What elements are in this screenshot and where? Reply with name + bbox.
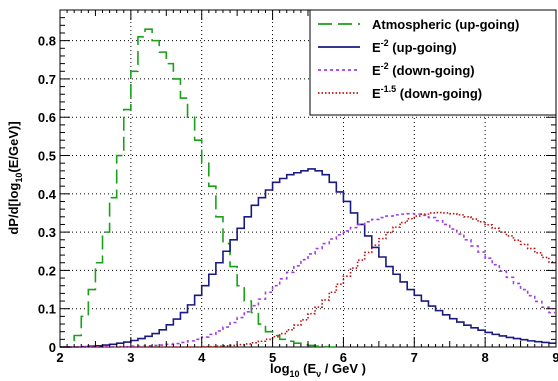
series-line-1 [60,168,556,348]
y-tick-label-7: 0.7 [38,72,56,87]
x-tick-label-7: 9 [552,350,558,365]
x-tick-label-2: 4 [198,350,206,365]
x-tick-label-0: 2 [56,350,63,365]
x-tick-label-5: 7 [411,350,418,365]
legend-label-1: E-2 (up-going) [372,38,457,55]
legend-label-0: Atmospheric (up-going) [372,17,519,32]
x-axis-title-sub: 10 [290,369,300,379]
series-layer [60,28,556,348]
y-tick-label-2: 0.2 [38,263,56,278]
y-tick-label-4: 0.4 [38,187,57,202]
y-axis-title-tail: (E/GeV)] [6,121,21,172]
x-axis-title: log10 (Eν / GeV ) [270,361,366,379]
y-tick-label-0: 0 [49,340,56,355]
series-line-2 [60,212,556,348]
legend-label-2: E-2 (down-going) [372,61,475,78]
y-tick-label-8: 0.8 [38,34,56,49]
x-axis-title-sub2: ν [316,369,321,379]
legend-box [309,9,557,116]
series-line-3 [60,211,556,348]
x-axis-title-main: log [270,361,290,376]
y-axis-title-sub: 10 [14,173,24,183]
x-tick-label-1: 3 [127,350,134,365]
y-tick-label-5: 0.5 [38,149,56,164]
legend-label-3: E-1.5 (down-going) [372,84,482,101]
y-tick-label-3: 0.3 [38,225,56,240]
x-axis-title-rest: (E [300,361,317,376]
y-axis-title: dP/d[log10(E/GeV)] [6,121,24,234]
x-axis-title-tail: / GeV ) [321,361,366,376]
x-tick-label-6: 8 [482,350,489,365]
y-tick-label-1: 0.1 [38,302,56,317]
x-tick-label-3: 5 [269,350,276,365]
y-axis-title-main: dP/d[log [6,183,21,235]
y-tick-label-6: 0.6 [38,110,56,125]
series-line-0 [60,28,344,348]
x-tick-label-4: 6 [340,350,347,365]
legend: Atmospheric (up-going) E-2 (up-going) E-2 … [309,9,557,116]
